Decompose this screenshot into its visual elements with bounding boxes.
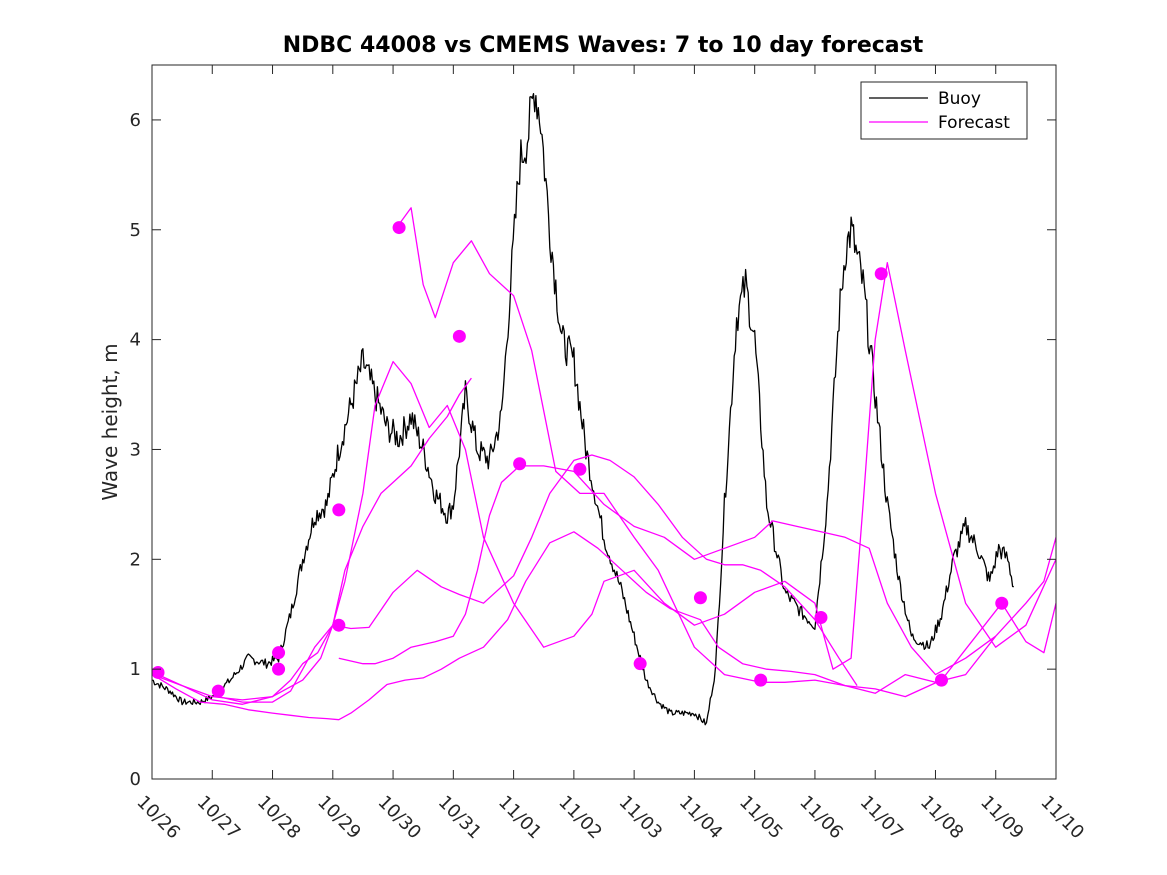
- legend: Buoy Forecast: [860, 81, 1028, 140]
- y-tick-label: 0: [130, 769, 141, 790]
- forecast-start-marker: [754, 673, 768, 687]
- x-tick-label: 11/04: [675, 792, 727, 844]
- forecast-series-line: [218, 454, 858, 703]
- forecast-start-marker: [814, 611, 828, 625]
- x-tick-label: 11/07: [856, 792, 908, 844]
- y-axis-label: Wave height, m: [98, 343, 122, 500]
- series-layer: [152, 92, 1056, 726]
- y-tick-label: 1: [130, 659, 141, 680]
- forecast-start-marker: [392, 221, 406, 235]
- forecast-start-marker: [272, 646, 286, 660]
- x-tick-label: 11/01: [494, 792, 546, 844]
- forecast-series-line: [157, 377, 472, 701]
- axes-box: [151, 64, 1057, 780]
- forecast-start-marker: [211, 684, 225, 698]
- forecast-series-line: [398, 207, 1056, 694]
- forecast-series-line: [152, 262, 1056, 705]
- x-tick-label: 11/02: [554, 792, 606, 844]
- x-tick-label: 10/28: [253, 792, 305, 844]
- forecast-start-marker: [573, 462, 587, 476]
- y-tick-label: 3: [130, 439, 141, 460]
- forecast-start-marker: [272, 662, 286, 676]
- y-axis: 0 1 2 3 4 5 6: [130, 110, 1056, 790]
- x-tick-label: 11/08: [916, 792, 968, 844]
- y-tick-label: 4: [130, 330, 141, 351]
- forecast-marker-layer: [151, 221, 1009, 698]
- y-tick-label: 6: [130, 110, 141, 131]
- forecast-start-marker: [151, 665, 165, 679]
- legend-forecast-label: Forecast: [938, 113, 1010, 133]
- forecast-series-line: [157, 531, 1056, 721]
- x-tick-label: 10/30: [374, 792, 426, 844]
- chart-title: NDBC 44008 vs CMEMS Waves: 7 to 10 day f…: [283, 33, 924, 58]
- forecast-start-marker: [934, 673, 948, 687]
- x-tick-label: 10/31: [434, 792, 486, 844]
- x-tick-label: 10/26: [132, 792, 184, 844]
- forecast-start-marker: [995, 596, 1009, 610]
- plot-area: [152, 65, 1056, 779]
- y-tick-label: 5: [130, 220, 141, 241]
- legend-buoy-label: Buoy: [938, 89, 981, 109]
- forecast-start-marker: [513, 457, 527, 471]
- x-tick-label: 10/29: [313, 792, 365, 844]
- buoy-series-line: [152, 92, 1014, 726]
- x-tick-label: 11/05: [735, 792, 787, 844]
- forecast-start-marker: [633, 657, 647, 671]
- forecast-start-marker: [332, 503, 346, 517]
- x-tick-label: 11/03: [615, 792, 667, 844]
- x-tick-label: 11/09: [976, 792, 1028, 844]
- forecast-start-marker: [332, 618, 346, 632]
- x-tick-label: 11/10: [1036, 792, 1088, 844]
- forecast-start-marker: [452, 329, 466, 343]
- forecast-start-marker: [874, 267, 888, 281]
- forecast-start-marker: [693, 591, 707, 605]
- x-tick-label: 10/27: [193, 792, 245, 844]
- y-tick-label: 2: [130, 549, 141, 570]
- x-tick-label: 11/06: [795, 792, 847, 844]
- legend-box: [860, 81, 1028, 140]
